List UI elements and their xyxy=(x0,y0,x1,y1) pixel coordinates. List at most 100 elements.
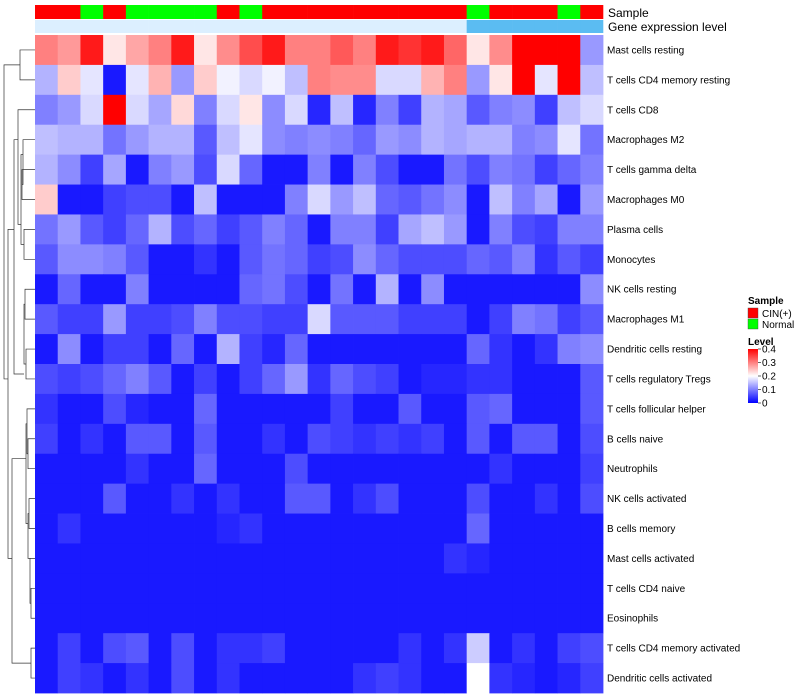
heatmap-cell xyxy=(35,453,59,485)
heatmap-cell xyxy=(239,543,263,574)
heatmap-cell xyxy=(262,393,286,425)
heatmap-cell xyxy=(262,663,286,694)
heatmap-cell xyxy=(512,184,536,215)
expression-annotation-cell xyxy=(398,20,422,33)
heatmap-cell xyxy=(262,154,286,185)
heatmap-cell xyxy=(194,244,218,275)
expression-annotation-cell xyxy=(194,20,218,33)
legend-swatch-cin xyxy=(747,307,759,319)
heatmap-cell xyxy=(466,124,490,156)
heatmap-cell xyxy=(443,244,468,275)
heatmap-cell xyxy=(534,364,558,395)
heatmap-cell xyxy=(353,453,377,485)
dendrogram-branch xyxy=(25,348,35,380)
heatmap-cell xyxy=(375,35,399,66)
heatmap-cell xyxy=(103,603,127,634)
heatmap-cell xyxy=(194,94,218,126)
heatmap-cell xyxy=(35,184,59,215)
heatmap-cell xyxy=(534,64,558,96)
heatmap-cell xyxy=(489,94,513,126)
heatmap-cell xyxy=(580,513,604,544)
heatmap-cell xyxy=(216,244,240,275)
heatmap-cell xyxy=(443,94,468,126)
heatmap-cell xyxy=(489,543,513,574)
heatmap-cell xyxy=(148,334,172,365)
heatmap-cell xyxy=(239,603,263,634)
heatmap-cell xyxy=(512,304,536,335)
row-label: T cells regulatory Tregs xyxy=(607,374,711,385)
heatmap-cell xyxy=(57,663,81,694)
heatmap-cell xyxy=(330,603,354,634)
heatmap-cell xyxy=(557,364,581,395)
heatmap-cell xyxy=(353,633,377,664)
heatmap-cell xyxy=(580,274,604,305)
heatmap-cell xyxy=(557,423,581,455)
heatmap-cell xyxy=(148,573,172,604)
heatmap-cell xyxy=(171,633,195,664)
heatmap-cell xyxy=(421,543,445,574)
heatmap-cell xyxy=(466,214,490,245)
heatmap-cell xyxy=(398,334,422,365)
heatmap-cell xyxy=(443,214,468,245)
heatmap-cell xyxy=(375,603,399,634)
heatmap-cell xyxy=(216,334,240,365)
dendrogram-branch xyxy=(11,458,31,664)
heatmap-cells xyxy=(35,35,604,694)
heatmap-cell xyxy=(353,543,377,574)
heatmap-cell xyxy=(103,154,127,185)
heatmap-cell xyxy=(80,184,104,215)
heatmap-cell xyxy=(103,573,127,604)
heatmap-cell xyxy=(512,64,536,96)
heatmap-cell xyxy=(57,543,81,574)
heatmap-cell xyxy=(512,393,536,425)
heatmap-cell xyxy=(375,364,399,395)
heatmap-cell xyxy=(171,94,195,126)
heatmap-cell xyxy=(148,393,172,425)
heatmap-cell xyxy=(398,483,422,514)
heatmap-cell xyxy=(103,334,127,365)
heatmap-cell xyxy=(353,304,377,335)
heatmap-cell xyxy=(125,483,149,514)
heatmap-cell xyxy=(35,393,59,425)
heatmap-cell xyxy=(80,94,104,126)
heatmap-cell xyxy=(148,663,172,694)
heatmap-cell xyxy=(330,64,354,96)
row-label: Dendritic cells resting xyxy=(607,345,702,356)
heatmap-cell xyxy=(443,543,468,574)
row-label: T cells CD4 memory resting xyxy=(607,75,730,86)
sample-annotation-cell xyxy=(534,5,558,19)
heatmap-cell xyxy=(262,64,286,96)
heatmap-cell xyxy=(284,513,309,544)
heatmap-cell xyxy=(375,543,399,574)
heatmap-cell xyxy=(398,423,422,455)
heatmap-cell xyxy=(125,124,149,156)
heatmap-cell xyxy=(353,214,377,245)
heatmap-cell xyxy=(80,274,104,305)
heatmap-cell xyxy=(194,573,218,604)
heatmap-cell xyxy=(534,513,558,544)
heatmap-cell xyxy=(580,214,604,245)
heatmap-cell xyxy=(512,663,536,694)
heatmap-cell xyxy=(375,393,399,425)
heatmap-cell xyxy=(103,274,127,305)
sample-annotation-cell xyxy=(353,5,377,19)
expression-annotation-cell xyxy=(57,20,81,33)
heatmap-cell xyxy=(57,214,81,245)
heatmap-cell xyxy=(194,214,218,245)
heatmap-cell xyxy=(534,274,558,305)
legend-level-ticks: 0.4 0.3 0.2 0.1 0 xyxy=(758,345,776,410)
legend-label-normal: Normal xyxy=(762,320,794,331)
expression-annotation-cell xyxy=(353,20,377,33)
heatmap-cell xyxy=(557,453,581,485)
heatmap-cell xyxy=(375,64,399,96)
heatmap-cell xyxy=(80,304,104,335)
heatmap-cell xyxy=(557,663,581,694)
heatmap-cell xyxy=(353,334,377,365)
heatmap-cell xyxy=(534,393,558,425)
heatmap-cell xyxy=(194,543,218,574)
heatmap-cell xyxy=(489,633,513,664)
heatmap-cell xyxy=(57,35,81,66)
heatmap-cell xyxy=(80,633,104,664)
heatmap-cell xyxy=(262,364,286,395)
row-label: T cells gamma delta xyxy=(607,165,697,176)
